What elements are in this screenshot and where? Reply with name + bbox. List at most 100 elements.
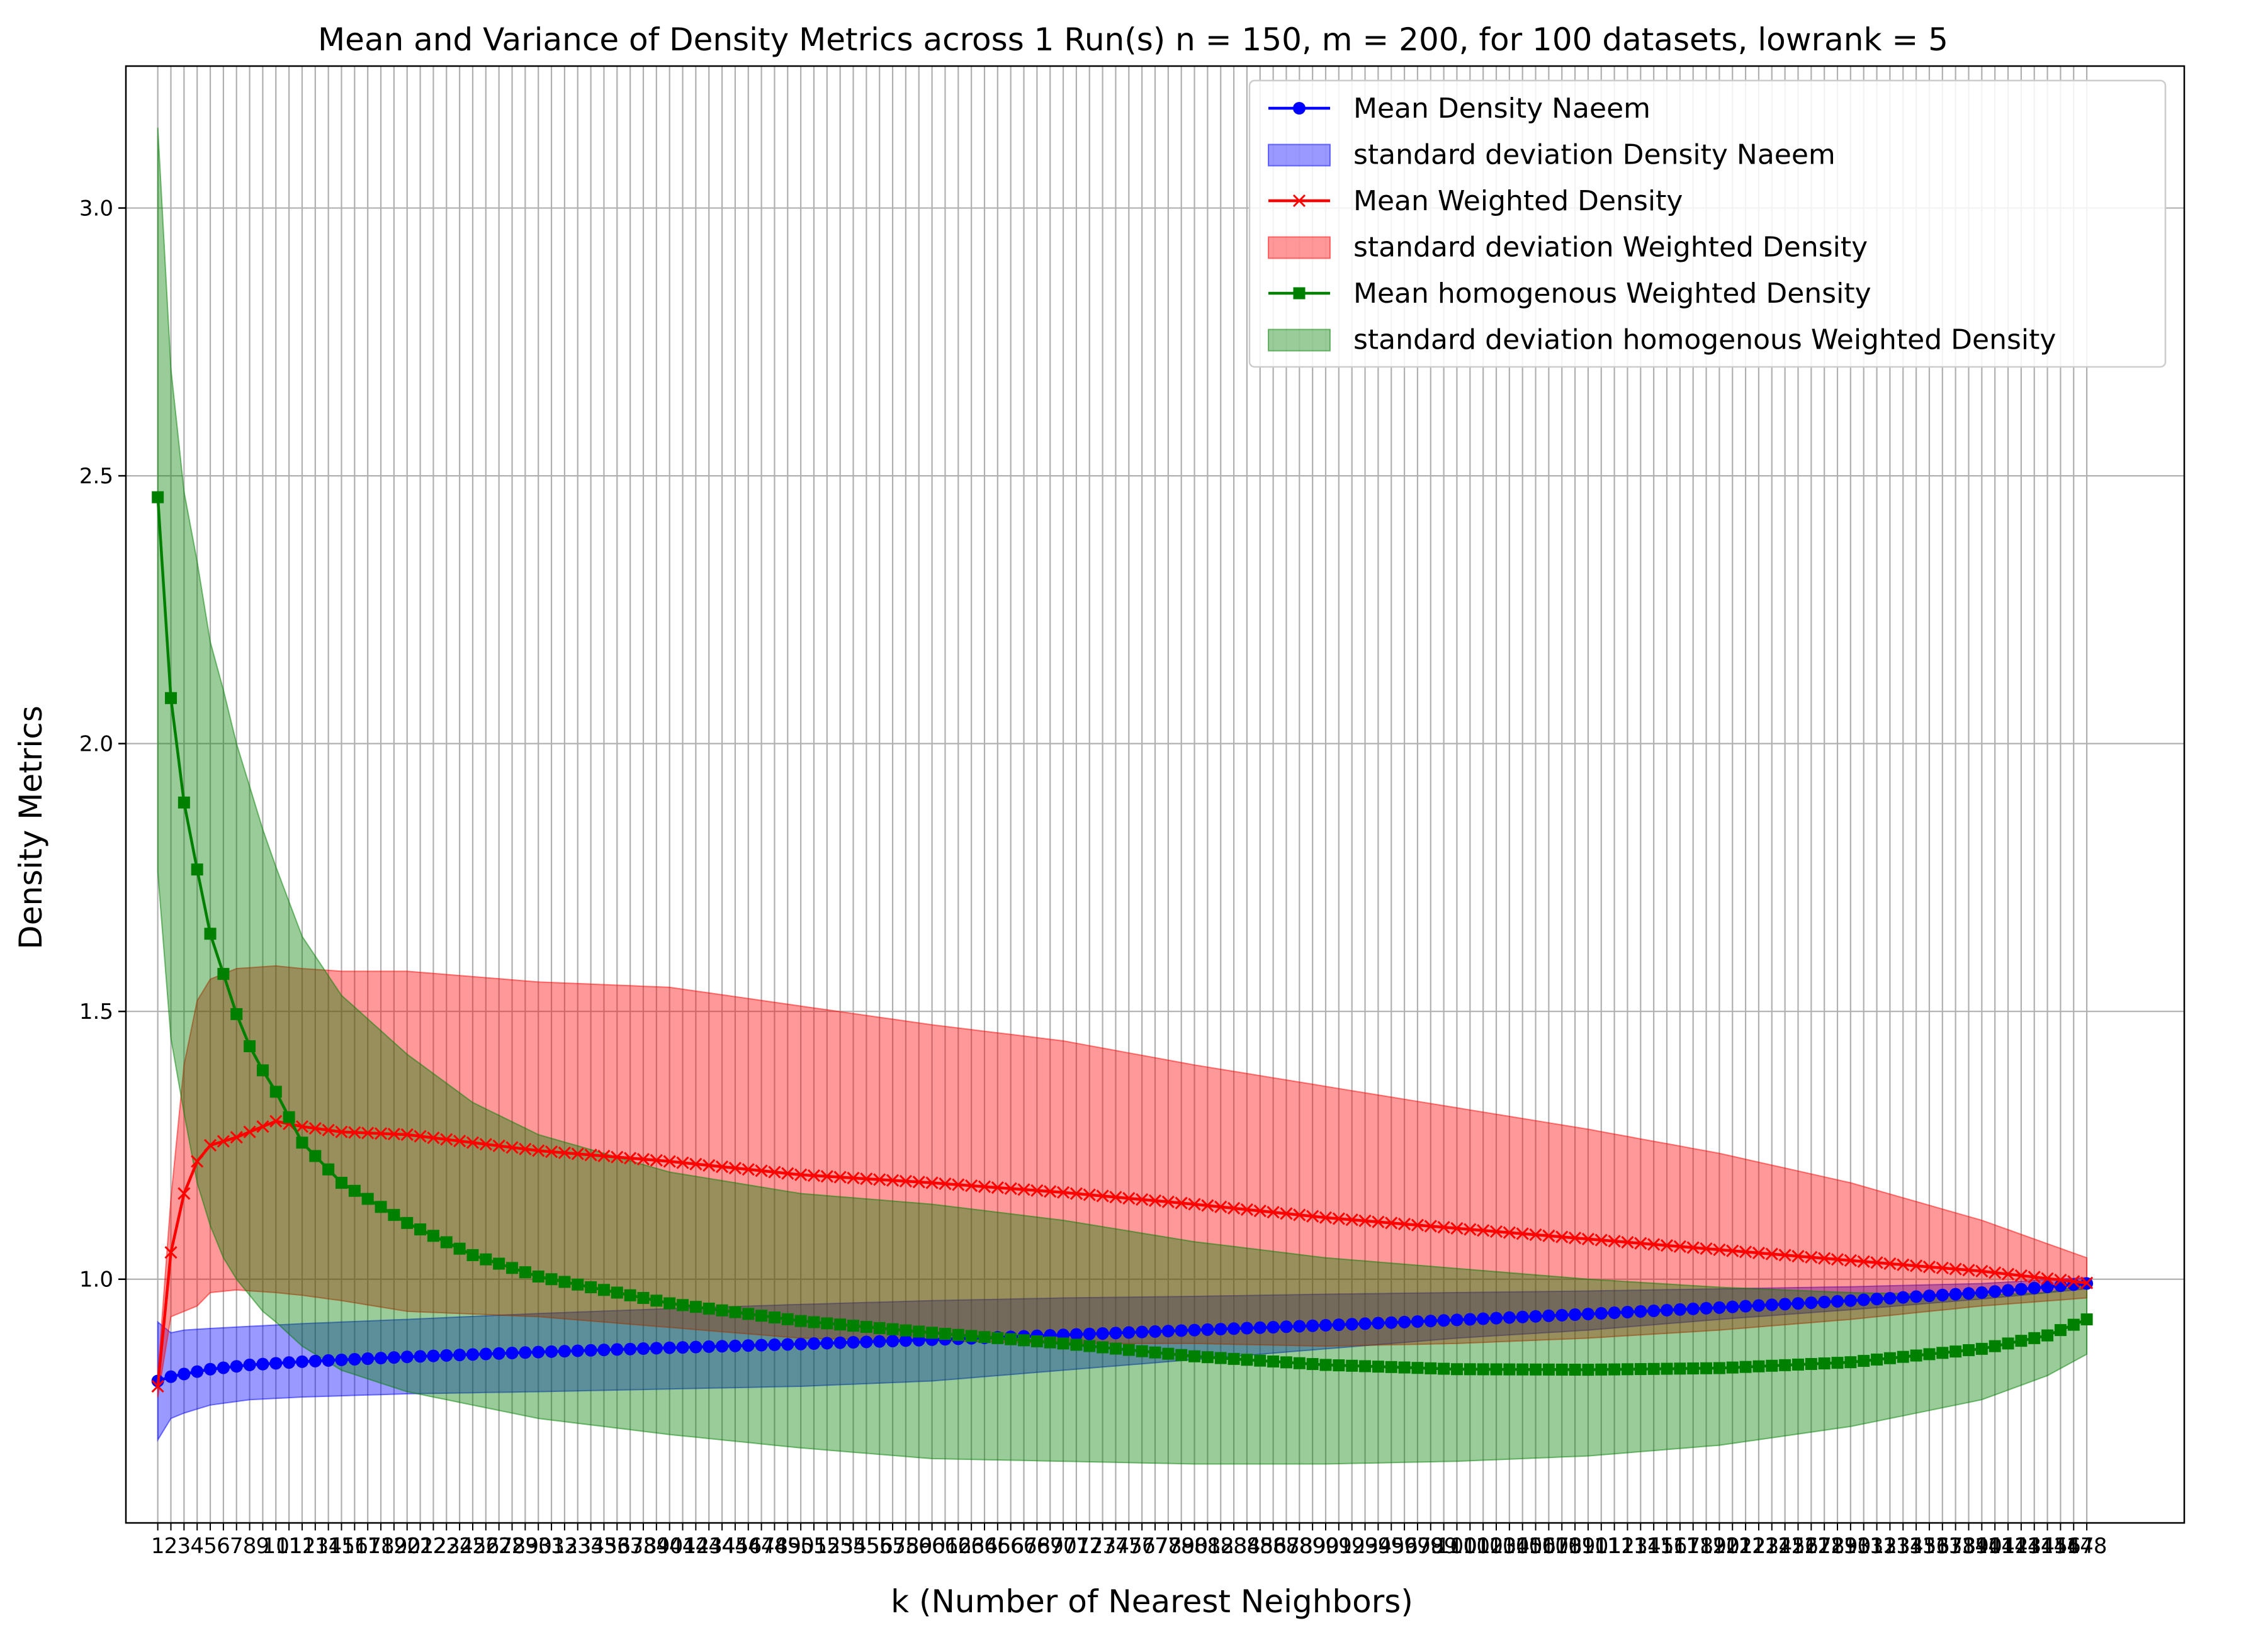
mean-point-3 xyxy=(1306,1358,1319,1371)
x-tick-label: 19 xyxy=(380,1534,407,1559)
mean-point-2 xyxy=(308,1121,322,1135)
mean-point-2 xyxy=(1883,1257,1897,1271)
x-tick-label: 140 xyxy=(1961,1534,2002,1559)
mean-point-3 xyxy=(886,1323,899,1335)
mean-point-1 xyxy=(1188,1323,1201,1337)
mean-point-2 xyxy=(833,1170,847,1184)
mean-point-3 xyxy=(1949,1345,1962,1358)
mean-point-2 xyxy=(492,1139,505,1152)
mean-point-2 xyxy=(151,1379,164,1393)
mean-point-3 xyxy=(1175,1349,1188,1361)
mean-point-3 xyxy=(1122,1344,1135,1356)
mean-point-2 xyxy=(1897,1258,1910,1271)
mean-point-3 xyxy=(1057,1337,1069,1350)
x-tick-label: 137 xyxy=(1922,1534,1963,1559)
x-tick-label: 79 xyxy=(1168,1534,1195,1559)
std-band-3 xyxy=(157,127,2088,1465)
mean-point-2 xyxy=(702,1159,716,1172)
x-tick-label: 98 xyxy=(1417,1534,1444,1559)
x-tick-label: 134 xyxy=(1883,1534,1924,1559)
mean-point-3 xyxy=(493,1257,505,1270)
mean-point-3 xyxy=(427,1230,439,1242)
mean-point-3 xyxy=(506,1262,519,1274)
mean-point-3 xyxy=(808,1316,820,1328)
x-tick-label: 114 xyxy=(1620,1534,1661,1559)
x-tick-label: 111 xyxy=(1581,1534,1622,1559)
mean-point-2 xyxy=(387,1128,400,1141)
mean-point-1 xyxy=(1398,1315,1411,1328)
x-tick-label: 31 xyxy=(538,1534,565,1559)
mean-point-3 xyxy=(1477,1363,1489,1376)
mean-point-1 xyxy=(1608,1306,1621,1320)
x-tick-label: 4 xyxy=(190,1534,204,1559)
mean-point-3 xyxy=(1254,1354,1267,1367)
x-tick-label: 23 xyxy=(433,1534,460,1559)
mean-point-1 xyxy=(1227,1322,1241,1335)
mean-point-3 xyxy=(217,968,230,980)
mean-point-2 xyxy=(781,1167,794,1180)
mean-point-3 xyxy=(1831,1357,1844,1369)
mean-point-1 xyxy=(440,1349,453,1362)
mean-point-3 xyxy=(663,1297,676,1310)
x-tick-label: 37 xyxy=(617,1534,644,1559)
mean-point-1 xyxy=(387,1351,400,1364)
mean-point-1 xyxy=(1096,1327,1109,1340)
x-tick-label: 1 xyxy=(151,1534,165,1559)
mean-point-2 xyxy=(939,1177,952,1191)
mean-point-2 xyxy=(1752,1246,1766,1260)
x-tick-label: 141 xyxy=(1975,1534,2016,1559)
x-tick-label: 45 xyxy=(721,1534,748,1559)
mean-point-3 xyxy=(1319,1359,1332,1371)
mean-point-2 xyxy=(1555,1230,1569,1243)
mean-point-2 xyxy=(1581,1232,1595,1245)
mean-point-1 xyxy=(1464,1313,1477,1326)
mean-point-3 xyxy=(165,692,178,704)
mean-point-2 xyxy=(295,1120,309,1133)
mean-point-3 xyxy=(1791,1358,1804,1371)
mean-point-2 xyxy=(768,1165,781,1179)
mean-point-1 xyxy=(886,1334,900,1347)
mean-point-2 xyxy=(755,1164,768,1177)
mean-point-3 xyxy=(269,1086,282,1098)
mean-point-1 xyxy=(2014,1283,2028,1296)
mean-point-1 xyxy=(322,1354,335,1367)
mean-point-2 xyxy=(191,1155,204,1168)
x-tick-label: 56 xyxy=(866,1534,893,1559)
mean-point-3 xyxy=(1372,1361,1384,1373)
mean-point-3 xyxy=(1385,1361,1397,1373)
legend-band-swatch xyxy=(1268,236,1331,259)
mean-point-1 xyxy=(820,1337,833,1350)
x-tick-label: 24 xyxy=(446,1534,473,1559)
x-tick-label: 83 xyxy=(1220,1534,1247,1559)
mean-point-1 xyxy=(519,1346,532,1359)
mean-point-2 xyxy=(203,1138,217,1152)
mean-point-3 xyxy=(1779,1359,1791,1371)
mean-point-1 xyxy=(742,1339,755,1352)
mean-point-3 xyxy=(677,1299,689,1311)
mean-point-3 xyxy=(965,1330,978,1342)
x-tick-label: 87 xyxy=(1273,1534,1300,1559)
mean-point-2 xyxy=(400,1128,414,1142)
mean-point-2 xyxy=(1765,1247,1778,1260)
mean-point-3 xyxy=(1214,1352,1227,1364)
x-tick-label: 145 xyxy=(2027,1534,2068,1559)
mean-point-2 xyxy=(1214,1200,1227,1213)
mean-point-3 xyxy=(519,1266,531,1279)
x-tick-label: 86 xyxy=(1260,1534,1287,1559)
mean-point-3 xyxy=(768,1311,781,1324)
x-tick-label: 5 xyxy=(203,1534,217,1559)
x-tick-label: 121 xyxy=(1712,1534,1753,1559)
mean-point-2 xyxy=(1949,1262,1962,1276)
mean-point-2 xyxy=(1791,1250,1805,1263)
x-tick-label: 113 xyxy=(1607,1534,1648,1559)
mean-point-3 xyxy=(1962,1344,1975,1357)
mean-point-3 xyxy=(1450,1363,1463,1376)
mean-point-3 xyxy=(1280,1356,1292,1369)
x-tick-label: 97 xyxy=(1404,1534,1431,1559)
mean-point-3 xyxy=(1136,1345,1148,1357)
mean-point-1 xyxy=(873,1335,886,1348)
mean-point-1 xyxy=(571,1344,584,1357)
legend-marker xyxy=(1292,194,1306,208)
mean-point-1 xyxy=(1897,1291,1910,1304)
x-tick-label: 80 xyxy=(1181,1534,1208,1559)
